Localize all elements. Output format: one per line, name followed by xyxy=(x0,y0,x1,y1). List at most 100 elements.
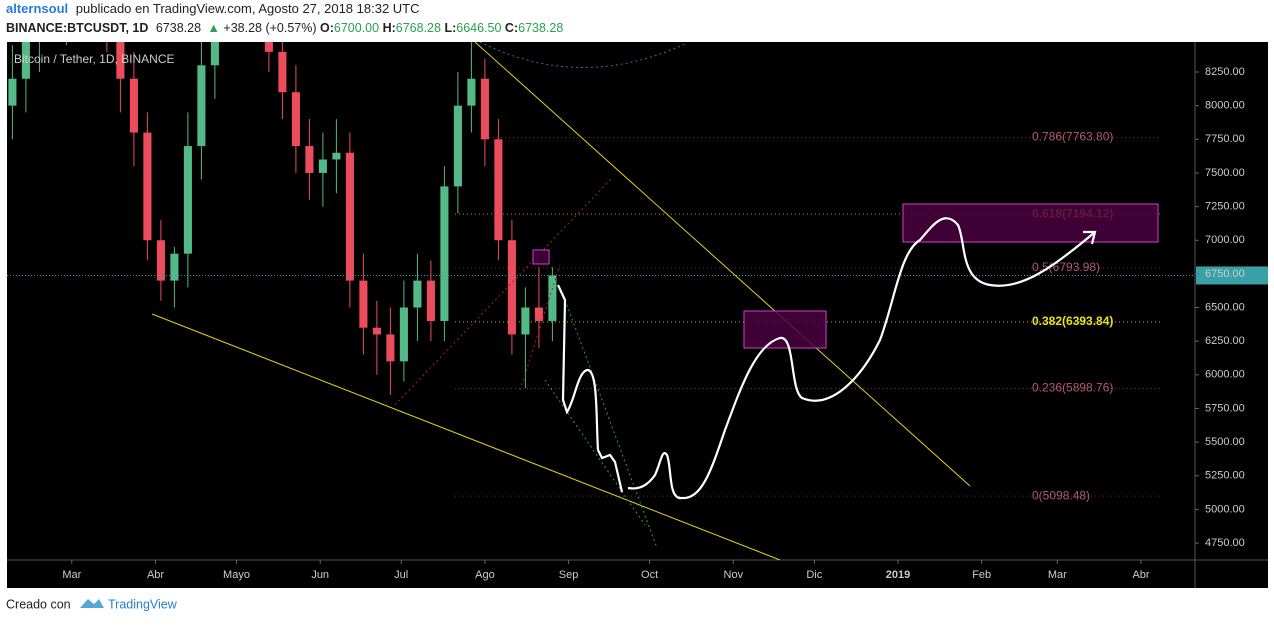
plot-area: 0.786(7763.80)0.618(7194.12)0.5(6793.98)… xyxy=(7,42,1195,502)
candle-body xyxy=(426,280,435,321)
candle-body xyxy=(453,105,462,187)
candle-body xyxy=(278,51,287,93)
zone-box xyxy=(743,310,827,349)
y-tick-label: 6250.00 xyxy=(1205,335,1245,347)
zone-box xyxy=(532,249,550,265)
published: publicado en TradingView.com, Agosto 27,… xyxy=(76,1,420,16)
header-line: alternsoul publicado en TradingView.com,… xyxy=(6,1,420,16)
candle-body xyxy=(143,132,152,241)
candle-body xyxy=(386,334,395,362)
channel-line xyxy=(544,379,646,526)
candle-body xyxy=(534,307,543,321)
x-tick-label: Sep xyxy=(559,569,579,581)
candle-body xyxy=(332,152,341,160)
x-tick-label: Oct xyxy=(641,569,658,581)
x-tick-label: Ago xyxy=(475,569,495,581)
y-tick-label: 7750.00 xyxy=(1205,133,1245,145)
candle-body xyxy=(210,42,219,66)
candle-body xyxy=(494,139,503,241)
change: +38.28 (+0.57%) xyxy=(223,21,316,35)
candle-body xyxy=(305,146,314,173)
fib-label: 0.236(5898.76) xyxy=(1032,381,1113,395)
trend-line xyxy=(151,313,781,560)
y-tick-label: 5500.00 xyxy=(1205,436,1245,448)
y-tick-label: 6750.00 xyxy=(1205,268,1245,280)
y-tick-label: 6500.00 xyxy=(1205,301,1245,313)
quote-line: BINANCE:BTCUSDT, 1D 6738.28 ▲ +38.28 (+0… xyxy=(6,21,563,35)
candle-body xyxy=(264,42,273,52)
candle-body xyxy=(413,280,422,308)
candle-body xyxy=(372,327,381,335)
high-label: H: xyxy=(383,21,396,35)
brand[interactable]: TradingView xyxy=(108,597,178,611)
drawings xyxy=(151,42,1159,560)
x-tick-label: Nov xyxy=(724,569,744,581)
y-tick-label: 7250.00 xyxy=(1205,200,1245,212)
candle-body xyxy=(440,186,449,321)
candle-body xyxy=(197,65,206,147)
y-tick-label: 5000.00 xyxy=(1205,503,1245,515)
trend-line xyxy=(474,42,971,487)
candle-body xyxy=(521,307,530,335)
candle-body xyxy=(480,78,489,140)
x-tick-label: Mar xyxy=(1048,569,1067,581)
symbol: BINANCE:BTCUSDT, 1D xyxy=(6,21,148,35)
arc-drawing xyxy=(479,42,686,68)
y-tick-label: 7500.00 xyxy=(1205,167,1245,179)
candle-body xyxy=(467,78,476,106)
x-tick-label: Abr xyxy=(147,569,164,581)
x-tick-label: Jul xyxy=(394,569,408,581)
up-arrow: ▲ xyxy=(208,21,220,35)
candle-body xyxy=(183,146,192,254)
y-tick-label: 7000.00 xyxy=(1205,234,1245,246)
x-tick-label: Jun xyxy=(311,569,329,581)
arrow-head xyxy=(1083,230,1097,245)
user[interactable]: alternsoul xyxy=(6,1,68,16)
candle-body xyxy=(170,253,179,281)
y-tick-label: 5750.00 xyxy=(1205,402,1245,414)
y-tick-label: 4750.00 xyxy=(1205,537,1245,549)
x-tick-label: Dic xyxy=(806,569,822,581)
fib-label: 0.5(6793.98) xyxy=(1032,260,1100,274)
candle-body xyxy=(21,42,30,79)
x-tick-label: Abr xyxy=(1132,569,1149,581)
last-price-tag xyxy=(1196,266,1268,285)
close-label: C: xyxy=(505,21,518,35)
x-tick-label: Mayo xyxy=(223,569,250,581)
open-label: O: xyxy=(320,21,334,35)
x-tick-label: Feb xyxy=(972,569,991,581)
x-tick-label: Mar xyxy=(62,569,81,581)
candle-body xyxy=(345,152,354,281)
candle-body xyxy=(318,159,327,173)
channel-line xyxy=(394,177,613,406)
high: 6768.28 xyxy=(396,21,441,35)
candle-body xyxy=(116,42,125,79)
low: 6646.50 xyxy=(456,21,501,35)
y-tick-label: 8250.00 xyxy=(1205,66,1245,78)
close: 6738.28 xyxy=(518,21,563,35)
candle-body xyxy=(548,275,557,321)
forecast-path xyxy=(557,217,1096,500)
y-tick-label: 8000.00 xyxy=(1205,100,1245,112)
footer-text: Creado con xyxy=(6,597,71,611)
x-tick-label: 2019 xyxy=(886,569,910,581)
candle-body xyxy=(8,78,17,106)
channel-line xyxy=(519,264,561,391)
y-tick-label: 6000.00 xyxy=(1205,369,1245,381)
price: 6738.28 xyxy=(156,21,201,35)
candle-body xyxy=(156,240,165,281)
chart-title: Bitcoin / Tether, 1D, BINANCE xyxy=(14,52,175,66)
candle-body xyxy=(359,280,368,328)
low-label: L: xyxy=(444,21,456,35)
fib-label: 0(5098.48) xyxy=(1032,488,1090,502)
brand-logo xyxy=(80,599,104,608)
chart-background xyxy=(7,42,1268,588)
candle-body xyxy=(129,78,138,133)
fib-label: 0.382(6393.84) xyxy=(1032,314,1113,328)
candle-body xyxy=(507,240,516,335)
fib-label: 0.786(7763.80) xyxy=(1032,130,1113,144)
open: 6700.00 xyxy=(334,21,379,35)
candle-body xyxy=(291,92,300,147)
